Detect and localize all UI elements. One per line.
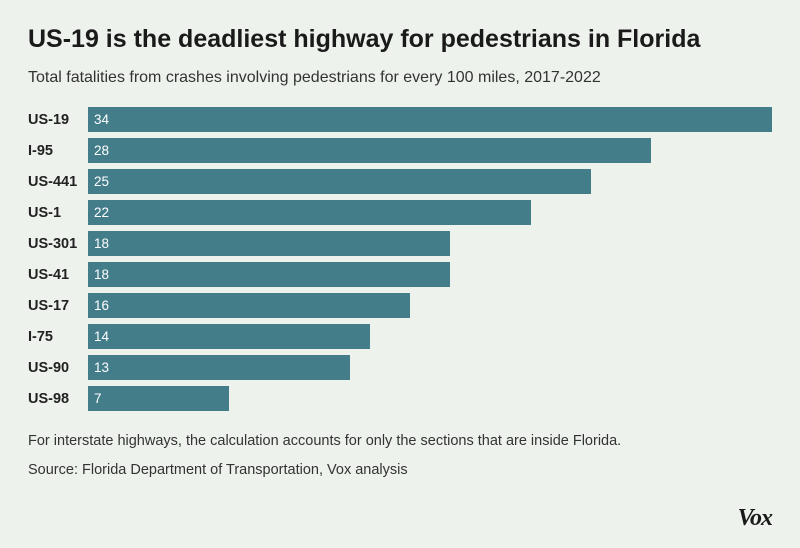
row-label: US-301: [28, 236, 88, 252]
bar-value: 34: [94, 112, 109, 127]
row-label: US-17: [28, 298, 88, 314]
row-label: US-98: [28, 391, 88, 407]
bar-track: 18: [88, 231, 772, 256]
bar: 34: [88, 107, 772, 132]
bar: 25: [88, 169, 591, 194]
bar: 14: [88, 324, 370, 349]
chart-row: I-95 28: [28, 136, 772, 165]
bar-track: 7: [88, 386, 772, 411]
bar-track: 25: [88, 169, 772, 194]
row-label: US-1: [28, 205, 88, 221]
bar-track: 34: [88, 107, 772, 132]
bar-value: 16: [94, 298, 109, 313]
row-label: I-75: [28, 329, 88, 345]
bar-value: 18: [94, 236, 109, 251]
chart-row: US-98 7: [28, 384, 772, 413]
bar: 18: [88, 231, 450, 256]
bar-track: 14: [88, 324, 772, 349]
bar-value: 14: [94, 329, 109, 344]
bar: 7: [88, 386, 229, 411]
bar-value: 28: [94, 143, 109, 158]
bar: 13: [88, 355, 350, 380]
bar-track: 16: [88, 293, 772, 318]
bar: 28: [88, 138, 651, 163]
bar-value: 22: [94, 205, 109, 220]
row-label: I-95: [28, 143, 88, 159]
chart-row: US-90 13: [28, 353, 772, 382]
chart-row: US-441 25: [28, 167, 772, 196]
chart-footnote: For interstate highways, the calculation…: [28, 431, 772, 452]
bar-track: 28: [88, 138, 772, 163]
row-label: US-41: [28, 267, 88, 283]
chart-row: US-17 16: [28, 291, 772, 320]
bar-value: 25: [94, 174, 109, 189]
chart-row: US-41 18: [28, 260, 772, 289]
bar: 16: [88, 293, 410, 318]
vox-logo: Vox: [738, 505, 772, 532]
bar: 22: [88, 200, 531, 225]
bar-value: 13: [94, 360, 109, 375]
chart-row: US-301 18: [28, 229, 772, 258]
chart-source: Source: Florida Department of Transporta…: [28, 462, 772, 478]
row-label: US-19: [28, 112, 88, 128]
bar-value: 18: [94, 267, 109, 282]
bar-track: 13: [88, 355, 772, 380]
bar-track: 22: [88, 200, 772, 225]
bar-value: 7: [94, 391, 102, 406]
chart-row: I-75 14: [28, 322, 772, 351]
chart-row: US-19 34: [28, 105, 772, 134]
row-label: US-90: [28, 360, 88, 376]
chart-subtitle: Total fatalities from crashes involving …: [28, 69, 772, 87]
bar: 18: [88, 262, 450, 287]
chart-row: US-1 22: [28, 198, 772, 227]
bar-track: 18: [88, 262, 772, 287]
row-label: US-441: [28, 174, 88, 190]
bar-chart: US-1934I-9528US-44125US-122US-30118US-41…: [28, 105, 772, 413]
chart-title: US-19 is the deadliest highway for pedes…: [28, 24, 772, 55]
